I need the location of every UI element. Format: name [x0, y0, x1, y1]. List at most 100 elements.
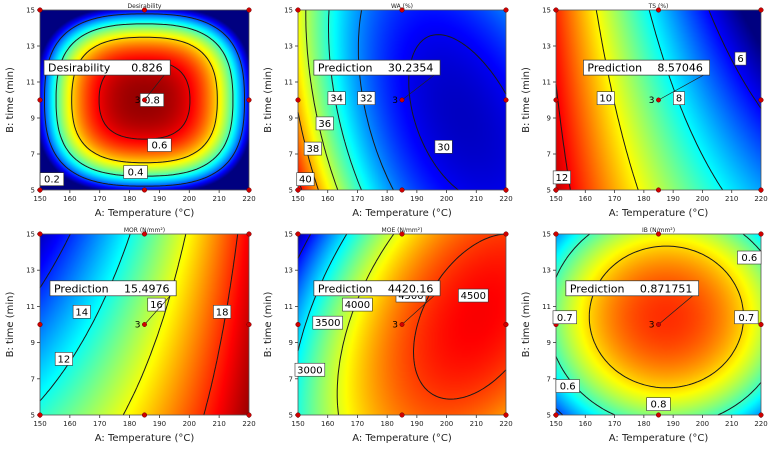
- x-tick-label: 180: [637, 420, 650, 428]
- panel-title: IB (N/mm²): [642, 227, 675, 234]
- design-point: [295, 321, 301, 328]
- panel-3: TS (%) 150 160 170 180 190 200 210 220 5 7 9 11 13 15 A…: [521, 3, 768, 219]
- x-tick-label: 150: [549, 420, 562, 428]
- contour-label-box: [552, 170, 571, 185]
- y-tick-label: 11: [26, 303, 35, 311]
- design-point: [503, 321, 509, 328]
- center-point: [142, 97, 147, 103]
- design-point: [399, 231, 405, 237]
- y-tick-label: 13: [284, 267, 293, 275]
- contour-label: 32: [360, 94, 373, 105]
- panel-4: MOR (N/mm²) 150 160 170 180 190 200 210 220 5 7 9 11…: [5, 227, 256, 444]
- contour-line: [39, 233, 71, 288]
- contour-label-box: [54, 352, 73, 366]
- x-tick-label: 160: [321, 195, 334, 203]
- center-replicate-count: 3: [135, 96, 141, 106]
- center-point: [399, 97, 405, 103]
- design-point: [295, 97, 301, 103]
- prediction-value: 0.871751: [640, 282, 693, 295]
- design-point: [141, 231, 148, 237]
- contour-label-box: [555, 379, 580, 393]
- y-tick-label: 5: [547, 412, 551, 420]
- prediction-leader-line: [658, 295, 693, 325]
- y-tick-label: 11: [284, 303, 293, 311]
- y-tick-label: 7: [31, 151, 35, 159]
- design-point: [758, 97, 764, 103]
- contour-label: 0.8: [144, 96, 160, 107]
- contour-label-box: [139, 93, 165, 107]
- contour-line: [71, 36, 218, 164]
- design-point: [553, 97, 559, 103]
- x-tick-label: 180: [380, 420, 393, 428]
- y-tick-label: 13: [542, 267, 551, 275]
- contour-line: [44, 13, 245, 187]
- y-tick-label: 15: [542, 231, 551, 239]
- center-point: [399, 322, 405, 327]
- contour-label-box: [303, 141, 322, 156]
- prediction-value: 8.57046: [657, 62, 703, 75]
- y-tick-label: 13: [26, 43, 35, 51]
- x-tick-label: 170: [608, 420, 621, 428]
- contour-label: 38: [306, 144, 319, 155]
- contour-label-box: [147, 138, 172, 152]
- contour-label: 10: [599, 94, 612, 105]
- panel-title: TS (%): [648, 3, 669, 10]
- prediction-leader-line: [401, 74, 435, 101]
- design-point: [503, 7, 509, 13]
- y-tick-label: 13: [26, 267, 35, 275]
- contour-label-box: [737, 250, 762, 265]
- x-tick-label: 170: [351, 420, 364, 428]
- prediction-label: Prediction: [54, 282, 109, 295]
- contour-label: 36: [318, 119, 331, 130]
- contour-label-box: [294, 362, 326, 377]
- x-tick-label: 160: [579, 195, 592, 203]
- contour-label: 34: [330, 94, 343, 105]
- x-tick-label: 220: [242, 195, 255, 203]
- design-point: [758, 321, 764, 328]
- contour-label: 12: [555, 173, 568, 184]
- y-tick-label: 15: [284, 231, 293, 239]
- contour-label: 0.7: [557, 313, 573, 324]
- design-point: [399, 187, 405, 193]
- y-tick-label: 7: [547, 151, 551, 159]
- contour-label: 18: [216, 307, 229, 318]
- contour-label-box: [123, 165, 148, 179]
- contour-label-box: [734, 310, 759, 325]
- x-tick-label: 200: [440, 420, 453, 428]
- prediction-box: [313, 280, 441, 297]
- panel-1: Desirability 150 160 170 180 190 200 210 220 5 7 9 1…: [5, 3, 256, 219]
- prediction-value: 15.4976: [124, 282, 170, 295]
- design-point: [246, 7, 252, 13]
- design-point: [37, 412, 43, 418]
- contour-line: [555, 408, 564, 416]
- x-tick-label: 150: [291, 195, 304, 203]
- y-tick-label: 9: [289, 339, 293, 347]
- x-tick-label: 180: [380, 195, 393, 203]
- x-tick-label: 220: [499, 195, 512, 203]
- y-tick-label: 15: [542, 7, 551, 15]
- contour-line: [305, 10, 339, 191]
- y-tick-label: 5: [31, 187, 35, 195]
- design-point: [655, 231, 662, 237]
- x-tick-label: 150: [33, 420, 46, 428]
- design-point: [503, 187, 509, 193]
- contour-label-box: [72, 305, 91, 319]
- design-point: [758, 412, 764, 418]
- contour-label: 4500: [398, 291, 423, 302]
- panel-5: MOE (N/mm²) 150 160 170 180 190 200 210 220 5 7 9 11…: [263, 227, 513, 444]
- x-tick-label: 160: [63, 195, 76, 203]
- center-replicate-count: 3: [392, 96, 398, 106]
- y-tick-label: 9: [31, 115, 35, 123]
- x-tick-label: 160: [321, 420, 334, 428]
- y-tick-label: 15: [26, 7, 35, 15]
- panel-title: Desirability: [128, 3, 162, 10]
- contour-label-box: [434, 140, 453, 154]
- prediction-label: Prediction: [587, 62, 642, 75]
- x-tick-label: 220: [499, 420, 512, 428]
- center-point: [142, 322, 147, 327]
- contour-label: 0.6: [741, 253, 757, 264]
- contour-line: [588, 245, 744, 389]
- x-tick-label: 150: [291, 420, 304, 428]
- design-point: [295, 231, 301, 237]
- center-point: [656, 322, 661, 327]
